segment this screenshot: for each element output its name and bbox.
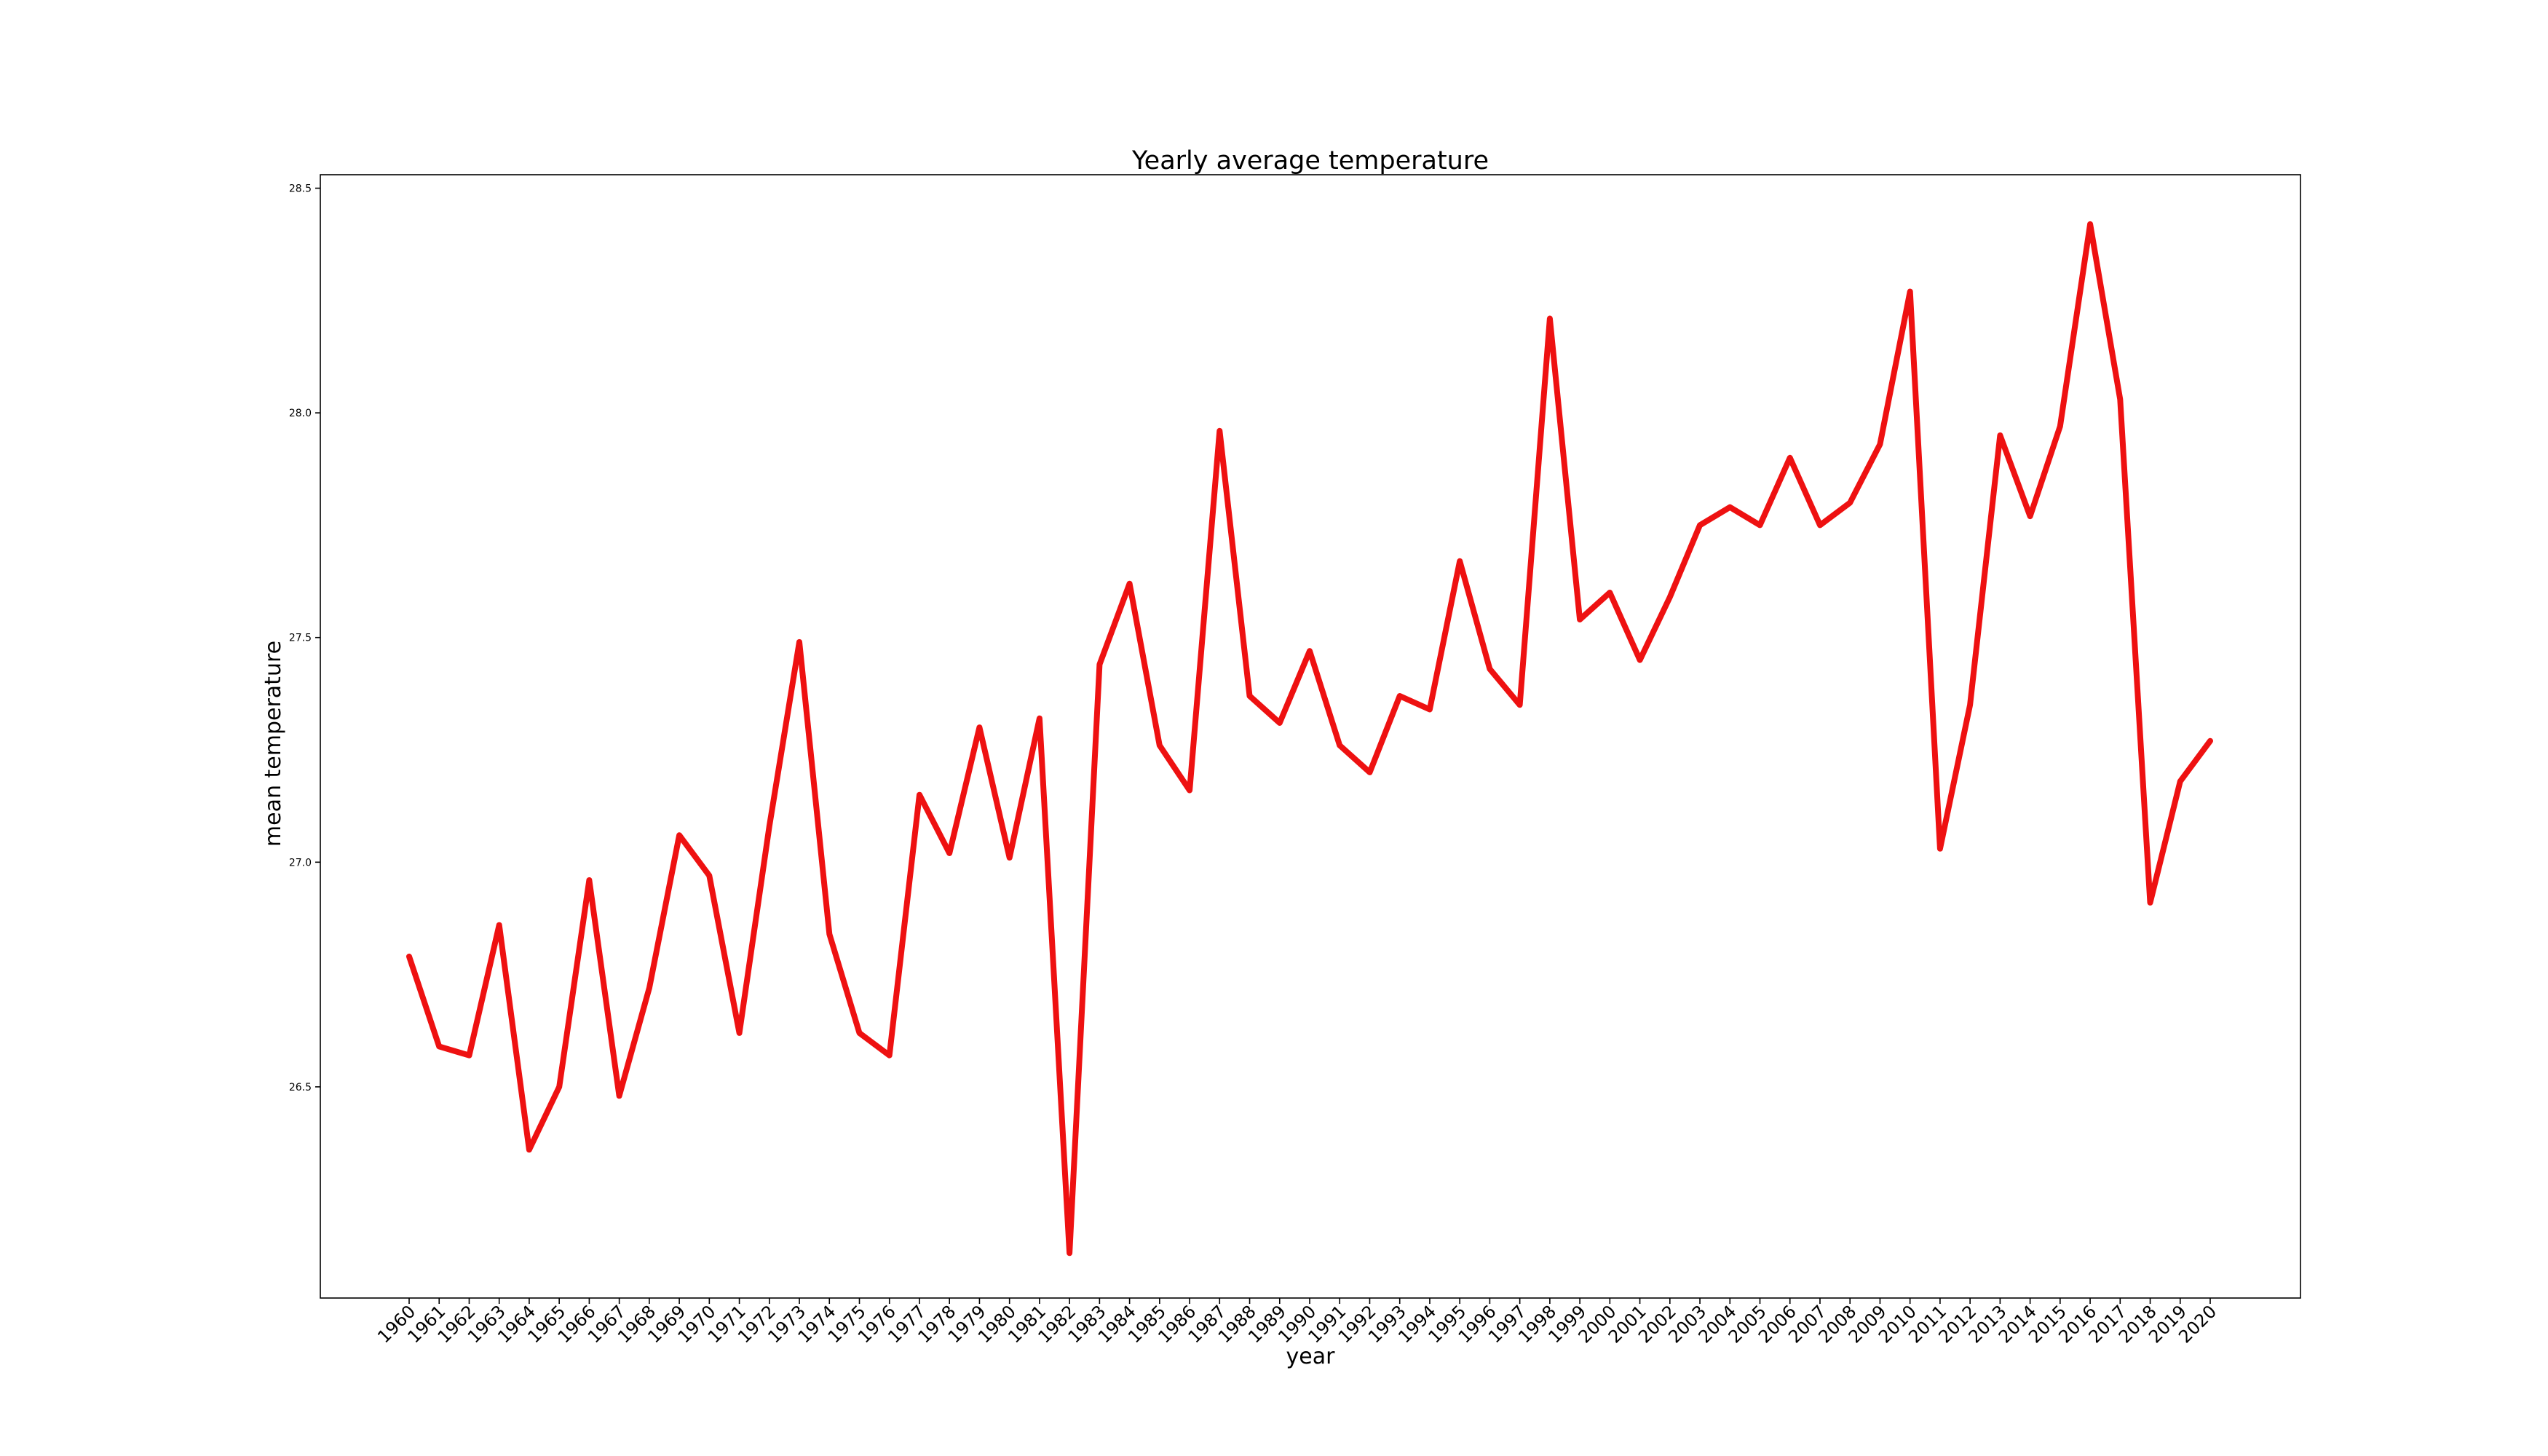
- y-tick-label: 28.5: [289, 183, 312, 195]
- series-line: [406, 221, 2213, 1257]
- chart-title: Yearly average temperature: [1131, 146, 1489, 175]
- y-axis-label: mean temperature: [261, 641, 286, 847]
- x-axis-label: year: [1286, 1344, 1336, 1369]
- y-axis-ticks: 26.5 27.0 27.5 28.0 28.5: [289, 183, 320, 1093]
- plot-frame: [320, 174, 2301, 1299]
- y-tick-label: 28.0: [289, 408, 312, 419]
- x-axis-ticks: 1960196119621963196419651966196719681969…: [373, 1298, 2220, 1347]
- y-tick-label: 26.5: [289, 1082, 312, 1093]
- y-tick-label: 27.5: [289, 633, 312, 644]
- y-tick-label: 27.0: [289, 857, 312, 869]
- series-group: [406, 221, 2213, 1257]
